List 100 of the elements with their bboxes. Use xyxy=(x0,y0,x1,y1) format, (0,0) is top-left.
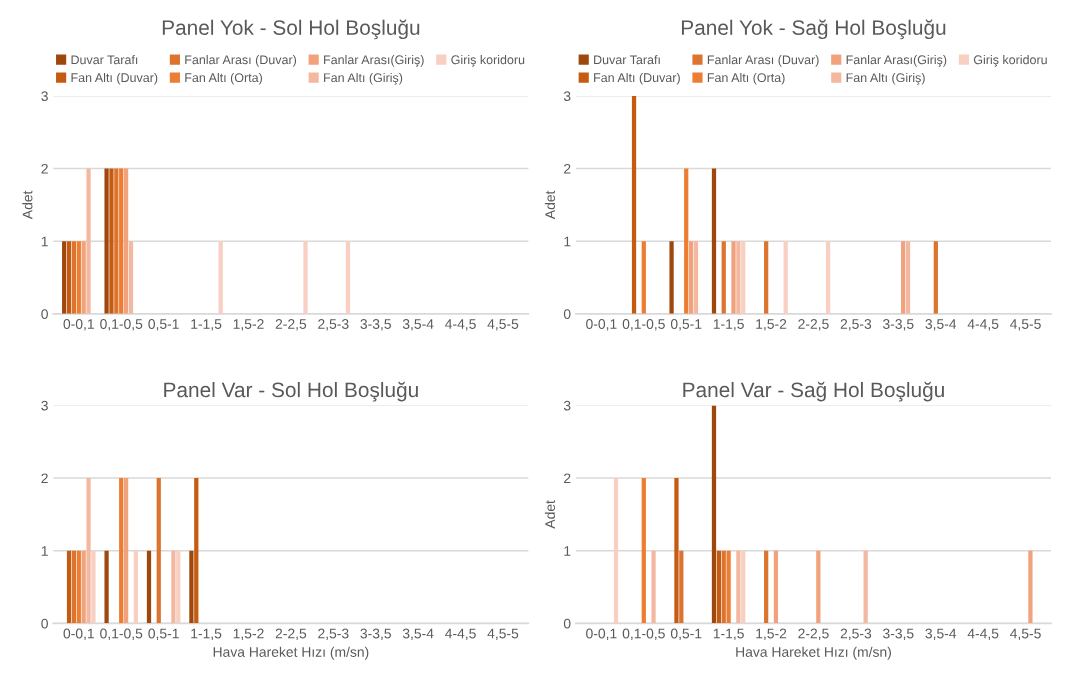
y-tick-label: 2 xyxy=(41,163,48,174)
bar xyxy=(773,550,779,624)
x-tick-label: 2-2,5 xyxy=(275,628,307,641)
x-tick-label: 4-4,5 xyxy=(445,319,476,331)
bar xyxy=(1028,550,1033,624)
bar xyxy=(688,241,694,314)
x-tick-label: 1,5-2 xyxy=(756,319,787,331)
bar xyxy=(901,241,906,314)
x-tick-label: 0-0,1 xyxy=(63,319,94,331)
legend-label: Duvar Tarafı xyxy=(71,55,138,65)
x-tick-label: 3-3,5 xyxy=(883,319,914,331)
x-tick-label: 0-0,1 xyxy=(586,319,617,331)
bar xyxy=(631,95,637,314)
x-axis-title: Hava Hareket Hızı (m/sn) xyxy=(736,646,891,660)
chart-title: Panel Var - Sol Hol Boşluğu xyxy=(164,381,418,402)
legend-label: Fanlar Arası(Giriş) xyxy=(846,54,947,67)
bar xyxy=(783,241,788,314)
y-tick-label: 0 xyxy=(41,618,48,629)
x-tick-label: 3,5-4 xyxy=(402,319,434,331)
bar xyxy=(731,241,736,314)
y-tick-label: 2 xyxy=(41,473,48,484)
bar xyxy=(716,550,721,624)
legend-label: Giriş koridoru xyxy=(973,54,1047,67)
bar xyxy=(641,478,646,624)
y-tick-label: 1 xyxy=(41,546,48,556)
chart-title: Panel Yok - Sol Hol Boşluğu xyxy=(162,19,420,40)
x-tick-label: 0,5-1 xyxy=(670,628,702,641)
x-tick-label: 3,5-4 xyxy=(925,319,957,331)
x-tick-label: 1-1,5 xyxy=(191,628,222,641)
legend-label: Giriş koridoru xyxy=(451,54,525,67)
x-tick-label: 2,5-3 xyxy=(318,319,349,331)
x-tick-label: 0,1-0,5 xyxy=(622,628,665,641)
bar xyxy=(741,550,746,624)
legend-label: Fan Altı (Orta) xyxy=(185,72,262,85)
x-tick-label: 1-1,5 xyxy=(713,319,744,331)
bar xyxy=(736,241,741,314)
legend-label: Fan Altı (Duvar) xyxy=(71,72,158,85)
bar xyxy=(816,550,821,624)
x-tick-label: 0,5-1 xyxy=(148,628,179,641)
bar xyxy=(721,550,726,624)
x-tick-label: 3-3,5 xyxy=(360,319,391,331)
chart-title: Panel Yok - Sağ Hol Boşluğu xyxy=(681,19,946,40)
x-tick-label: 3,5-4 xyxy=(402,628,434,641)
bar xyxy=(736,550,741,624)
x-tick-label: 0,1-0,5 xyxy=(100,628,143,641)
bar xyxy=(825,241,831,314)
x-tick-label: 4,5-5 xyxy=(1010,628,1041,641)
y-tick-label: 3 xyxy=(563,91,571,102)
x-tick-label: 1,5-2 xyxy=(233,628,264,641)
x-tick-label: 0,1-0,5 xyxy=(100,319,143,331)
y-tick-label: 2 xyxy=(564,163,571,174)
legend-label: Fanlar Arası(Giriş) xyxy=(324,54,424,67)
legend-label: Fanlar Arası (Duvar) xyxy=(185,54,297,67)
x-tick-label: 4-4,5 xyxy=(967,319,999,331)
y-axis-title: Adet xyxy=(544,190,556,220)
x-tick-label: 2-2,5 xyxy=(275,319,307,331)
y-axis-title: Adet xyxy=(544,500,556,529)
y-tick-label: 3 xyxy=(41,91,48,102)
x-tick-label: 0-0,1 xyxy=(586,628,617,641)
y-axis-title: Adet xyxy=(22,190,33,220)
x-tick-label: 0,5-1 xyxy=(148,319,179,331)
bar xyxy=(905,241,911,314)
chart-title: Panel Var - Sağ Hol Boşluğu xyxy=(683,381,944,402)
bar xyxy=(863,550,868,624)
y-tick-label: 0 xyxy=(563,618,571,629)
bar xyxy=(679,550,684,624)
y-tick-label: 0 xyxy=(41,309,48,320)
legend-label: Fan Altı (Giriş) xyxy=(846,72,925,85)
bar xyxy=(764,550,769,624)
y-tick-label: 1 xyxy=(41,236,48,247)
legend-label: Fan Altı (Giriş) xyxy=(324,72,403,85)
x-tick-label: 3,5-4 xyxy=(925,628,957,641)
x-tick-label: 2-2,5 xyxy=(798,628,829,641)
bar xyxy=(641,241,646,314)
legend-label: Fanlar Arası (Duvar) xyxy=(707,54,819,67)
x-axis-title: Hava Hareket Hızı (m/sn) xyxy=(213,646,369,660)
bar xyxy=(764,241,769,314)
x-tick-label: 0,5-1 xyxy=(670,319,702,331)
x-tick-label: 2,5-3 xyxy=(318,628,349,641)
x-tick-label: 1,5-2 xyxy=(233,319,264,331)
x-tick-label: 2,5-3 xyxy=(840,628,872,641)
x-tick-label: 4,5-5 xyxy=(487,628,519,641)
x-tick-label: 3-3,5 xyxy=(883,628,914,641)
x-tick-label: 1-1,5 xyxy=(713,628,744,641)
y-tick-label: 3 xyxy=(563,400,571,411)
bar xyxy=(933,241,938,314)
y-tick-label: 1 xyxy=(564,546,571,556)
y-tick-label: 3 xyxy=(41,400,48,411)
x-tick-label: 1,5-2 xyxy=(756,628,787,641)
bar xyxy=(674,478,679,624)
x-tick-label: 2,5-3 xyxy=(840,319,872,331)
bar xyxy=(613,478,619,624)
legend-label: Fan Altı (Duvar) xyxy=(594,72,680,85)
x-tick-label: 0,1-0,5 xyxy=(622,319,665,331)
legend-label: Fan Altı (Orta) xyxy=(707,72,785,85)
x-tick-label: 4-4,5 xyxy=(445,628,476,641)
bar xyxy=(741,241,746,314)
bar xyxy=(711,168,717,314)
x-tick-label: 3-3,5 xyxy=(360,628,391,641)
x-tick-label: 2-2,5 xyxy=(798,319,829,331)
